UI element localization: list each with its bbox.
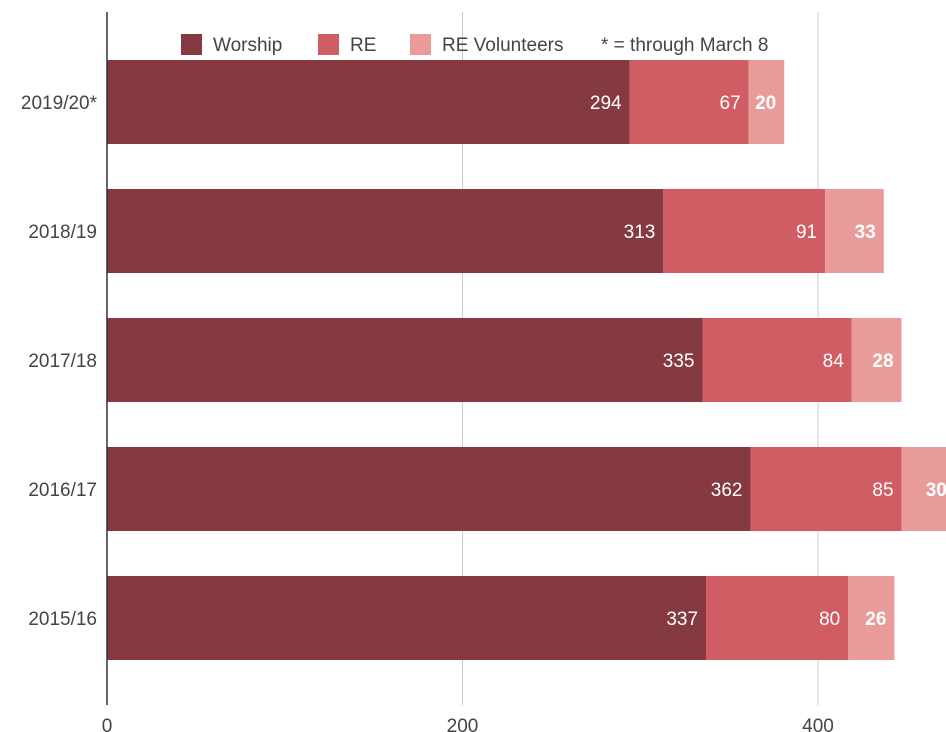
bar-worship [107, 447, 751, 531]
bar-worship [107, 318, 703, 402]
bar-re [629, 60, 749, 144]
bar-worship [107, 189, 664, 273]
data-label: 84 [823, 351, 845, 372]
bar-re-volunteers [848, 576, 895, 660]
legend-swatch-re-volunteers [410, 34, 431, 55]
x-tick-label: 0 [102, 716, 113, 732]
x-tick-label: 200 [447, 716, 479, 732]
data-label: 85 [872, 480, 893, 501]
y-category-label: 2016/17 [28, 480, 97, 501]
bar-re-volunteers [901, 447, 946, 531]
data-label: 91 [796, 222, 817, 243]
bar-re-volunteers [851, 318, 902, 402]
bar-re [750, 447, 902, 531]
y-category-label: 2015/16 [28, 609, 97, 630]
data-label: 294 [590, 93, 622, 114]
legend-label: Worship [213, 35, 282, 56]
data-label: 337 [666, 609, 698, 630]
bar-worship [107, 576, 707, 660]
bars: 294 67 20 313 91 33 335 84 28 362 85 30 337 80 26 [107, 60, 946, 660]
data-label: 20 [755, 93, 776, 114]
data-label: 26 [865, 609, 886, 630]
data-label: 313 [624, 222, 656, 243]
bar-worship [107, 60, 630, 144]
bar-re-volunteers [825, 189, 884, 273]
data-label: 28 [872, 351, 893, 372]
bar-re [706, 576, 849, 660]
data-label: 30 [926, 480, 946, 501]
y-category-label: 2018/19 [28, 222, 97, 243]
data-label: 335 [663, 351, 695, 372]
bar-re [702, 318, 852, 402]
x-tick-label: 400 [802, 716, 834, 732]
data-label: 33 [855, 222, 876, 243]
legend-label: RE [350, 35, 376, 56]
bar-re-volunteers [748, 60, 785, 144]
legend-note: * = through March 8 [601, 35, 768, 56]
legend-swatch-worship [181, 34, 202, 55]
data-label: 80 [819, 609, 840, 630]
data-label: 67 [720, 93, 741, 114]
bar-re [663, 189, 826, 273]
legend-label: RE Volunteers [442, 35, 563, 56]
y-category-label: 2019/20* [21, 93, 98, 114]
legend: Worship RE RE Volunteers * = through March … [181, 34, 768, 56]
axes: 0 200 400 2019/20* 2018/19 2017/18 2016/17 2015… [21, 12, 834, 732]
y-category-label: 2017/18 [28, 351, 97, 372]
data-label: 362 [711, 480, 743, 501]
legend-swatch-re [318, 34, 339, 55]
